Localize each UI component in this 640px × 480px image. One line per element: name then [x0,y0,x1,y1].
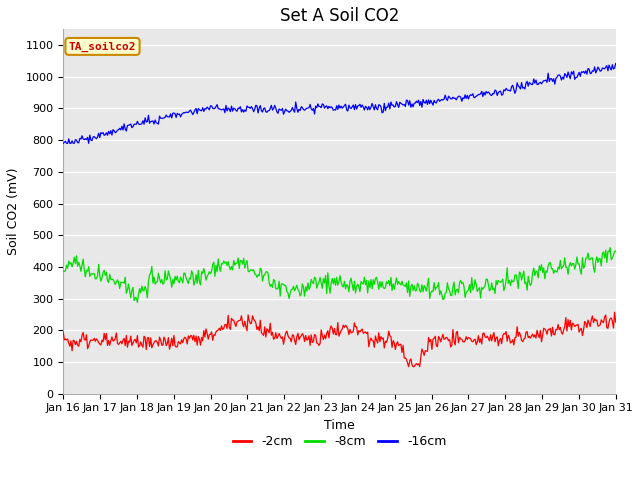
X-axis label: Time: Time [324,419,355,432]
Text: TA_soilco2: TA_soilco2 [68,41,136,51]
Legend: -2cm, -8cm, -16cm: -2cm, -8cm, -16cm [228,430,451,453]
Title: Set A Soil CO2: Set A Soil CO2 [280,7,399,25]
Y-axis label: Soil CO2 (mV): Soil CO2 (mV) [7,168,20,255]
